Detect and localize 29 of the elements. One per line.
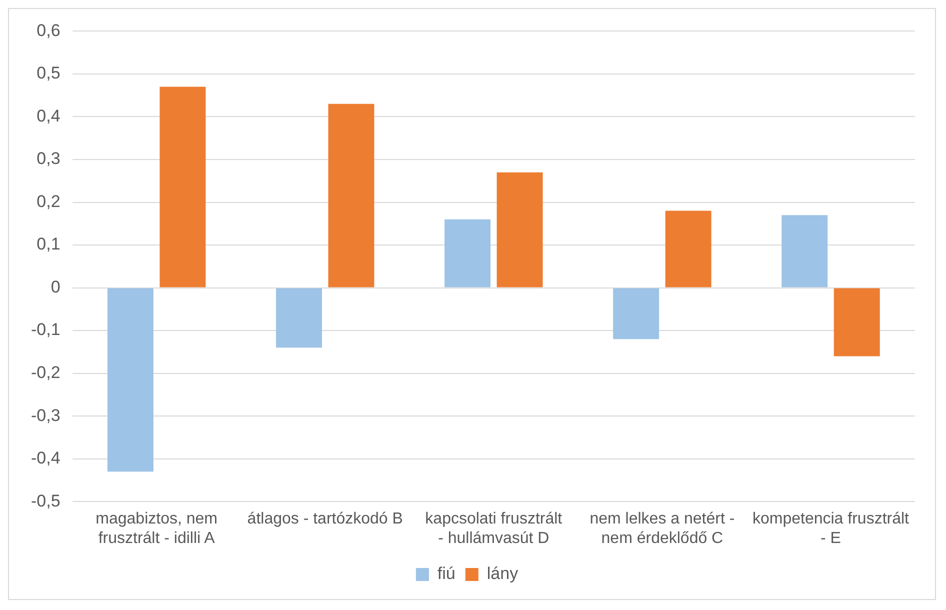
x-tick-label: kapcsolati frusztrált - hullámvasút D <box>425 510 563 547</box>
y-tick-label: 0,3 <box>36 149 60 168</box>
legend-label: fiú <box>437 564 456 584</box>
x-tick-label: átlagos - tartózkodó B <box>247 510 403 528</box>
bar <box>782 215 828 288</box>
bar <box>107 288 154 472</box>
bar <box>613 288 660 340</box>
y-tick-label: -0,2 <box>30 362 60 382</box>
bar <box>665 210 712 288</box>
y-tick-label: 0,4 <box>36 106 60 126</box>
bar <box>496 172 543 288</box>
bar <box>328 104 374 288</box>
bar <box>276 288 322 348</box>
y-tick-label: 0,6 <box>36 20 60 40</box>
bar <box>834 288 880 356</box>
y-tick-label: -0,3 <box>30 406 60 425</box>
x-tick-label: nem lelkes a netért - nem érdeklődő C <box>590 510 735 547</box>
y-tick-label: 0,2 <box>36 192 60 211</box>
y-tick-label: -0,5 <box>30 491 60 510</box>
bar <box>444 219 491 288</box>
x-tick-label: magabiztos, nem frusztrált - idilli A <box>96 510 218 547</box>
legend-label: lány <box>486 564 519 584</box>
y-tick-label: 0,5 <box>36 64 60 83</box>
y-tick-label: -0,1 <box>30 320 60 340</box>
y-tick-label: 0,1 <box>36 234 60 254</box>
x-tick-label: kompetencia frusztrált - E <box>752 510 910 547</box>
bar <box>160 86 206 288</box>
y-tick-label: 0 <box>50 277 60 296</box>
y-tick-label: -0,4 <box>30 448 60 468</box>
